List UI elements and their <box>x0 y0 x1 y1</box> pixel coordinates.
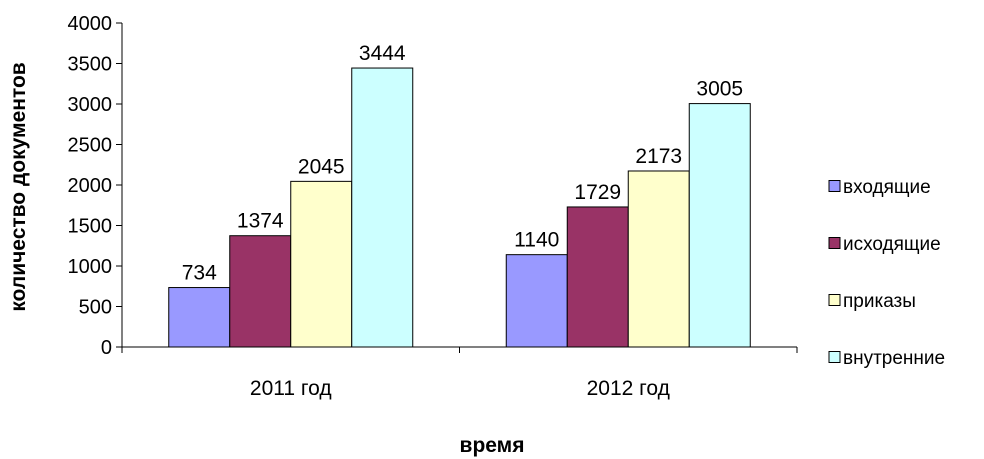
bar <box>229 235 292 348</box>
data-labels: 734 1374 2045 3444 1140 1729 2173 3005 <box>182 42 743 285</box>
bar <box>627 170 690 348</box>
data-label: 1374 <box>237 210 284 233</box>
data-label: 3005 <box>696 78 743 101</box>
legend-swatch <box>828 237 841 249</box>
bars <box>168 67 751 348</box>
legend-swatch <box>828 294 841 306</box>
data-label: 2173 <box>635 145 682 168</box>
bar <box>168 287 231 348</box>
y-tick-label: 1500 <box>68 216 113 238</box>
bar <box>505 254 568 348</box>
y-tick-label: 1000 <box>68 256 113 278</box>
y-tick-label: 2500 <box>68 135 113 157</box>
data-label: 3444 <box>359 42 406 65</box>
bar <box>688 103 751 348</box>
x-axis-title: время <box>460 434 525 457</box>
legend-label: входящие <box>843 177 931 198</box>
axes: 0 500 1000 1500 2000 2500 3000 3500 4000 2011 год… <box>68 13 798 400</box>
category-label: 2011 год <box>250 377 332 400</box>
y-tick-label: 0 <box>101 337 112 359</box>
y-tick-label: 2000 <box>68 175 113 197</box>
legend-label: исходящие <box>843 234 941 255</box>
bar <box>351 67 414 348</box>
category-label: 2012 год <box>587 377 670 400</box>
legend-label: приказы <box>843 291 916 312</box>
y-axis-title: количество документов <box>7 62 30 311</box>
legend-swatch <box>828 351 841 363</box>
bar <box>566 206 629 348</box>
legend: входящие исходящие приказы внутренние <box>828 177 945 369</box>
data-label: 1729 <box>574 181 621 204</box>
data-label: 1140 <box>514 229 559 252</box>
legend-label: внутренние <box>843 348 945 369</box>
y-tick-label: 500 <box>79 297 112 319</box>
legend-swatch <box>828 180 841 192</box>
y-tick-label: 3000 <box>68 94 113 116</box>
y-tick-label: 3500 <box>68 54 113 76</box>
y-tick-label: 4000 <box>68 13 113 35</box>
data-label: 734 <box>182 262 217 285</box>
bar <box>290 180 353 348</box>
data-label: 2045 <box>298 155 345 178</box>
